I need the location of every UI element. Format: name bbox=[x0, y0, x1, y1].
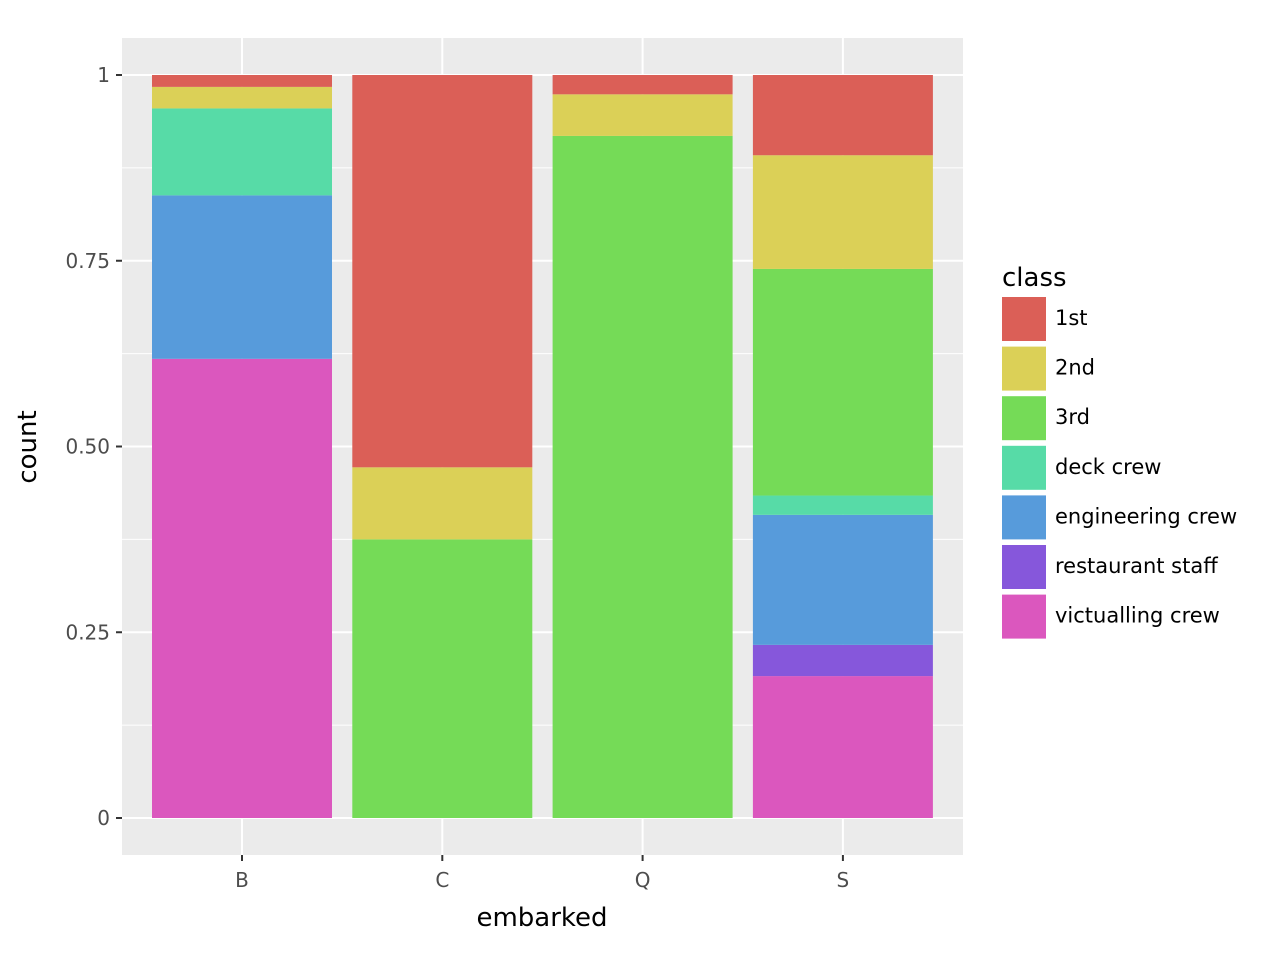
legend-swatch bbox=[1002, 396, 1046, 441]
legend-label: 2nd bbox=[1055, 356, 1095, 380]
y-tick-label: 0.50 bbox=[65, 435, 110, 459]
legend: class 1st 2nd 3rd deck crew engineering crew… bbox=[1002, 263, 1237, 639]
bar-segment-C-1st bbox=[352, 75, 533, 468]
bar-segment-S-deck-crew bbox=[752, 495, 933, 515]
legend-title: class bbox=[1002, 263, 1067, 293]
legend-swatch bbox=[1002, 297, 1046, 341]
y-tick-label: 0.75 bbox=[65, 249, 110, 273]
bar-segment-C-3rd bbox=[352, 539, 533, 818]
legend-swatch bbox=[1002, 594, 1046, 639]
y-axis-title: count bbox=[13, 410, 43, 483]
bars bbox=[152, 75, 933, 818]
x-tick-label: Q bbox=[635, 868, 651, 892]
legend-swatch bbox=[1002, 346, 1046, 391]
bar-segment-B-1st bbox=[152, 75, 332, 87]
legend-label: 3rd bbox=[1055, 405, 1090, 429]
bar-segment-Q-3rd bbox=[552, 135, 733, 818]
x-tick-label: B bbox=[235, 868, 249, 892]
legend-label: restaurant staff bbox=[1055, 554, 1218, 578]
bar-segment-C-2nd bbox=[352, 467, 533, 540]
y-tick-label: 0 bbox=[97, 806, 110, 830]
x-axis-title: embarked bbox=[476, 903, 607, 933]
bar-segment-B-deck-crew bbox=[152, 108, 332, 196]
bar-segment-Q-1st bbox=[552, 75, 733, 95]
bar-segment-S-2nd bbox=[752, 155, 933, 269]
bar-segment-B-victualling-crew bbox=[152, 358, 332, 818]
legend-swatch bbox=[1002, 545, 1046, 589]
x-tick-label: C bbox=[435, 868, 449, 892]
bar-segment-S-engineering-crew bbox=[752, 514, 933, 645]
legend-label: engineering crew bbox=[1055, 504, 1237, 528]
y-tick-label: 1 bbox=[97, 63, 110, 87]
bar-segment-S-victualling-crew bbox=[752, 676, 933, 818]
bar-segment-Q-2nd bbox=[552, 94, 733, 136]
bar-segment-S-3rd bbox=[752, 268, 933, 496]
legend-swatch bbox=[1002, 495, 1046, 540]
bar-segment-B-engineering-crew bbox=[152, 195, 332, 359]
y-tick-label: 0.25 bbox=[65, 620, 110, 644]
legend-label: victualling crew bbox=[1055, 604, 1220, 628]
legend-label: 1st bbox=[1055, 306, 1088, 330]
bar-segment-B-2nd bbox=[152, 86, 332, 109]
y-axis: 0 0.25 0.50 0.75 1 bbox=[65, 63, 122, 830]
legend-label: deck crew bbox=[1055, 455, 1161, 479]
legend-swatch bbox=[1002, 445, 1046, 490]
bar-segment-S-1st bbox=[752, 75, 933, 156]
x-tick-label: S bbox=[837, 868, 850, 892]
bar-segment-S-restaurant-staff bbox=[752, 644, 933, 677]
